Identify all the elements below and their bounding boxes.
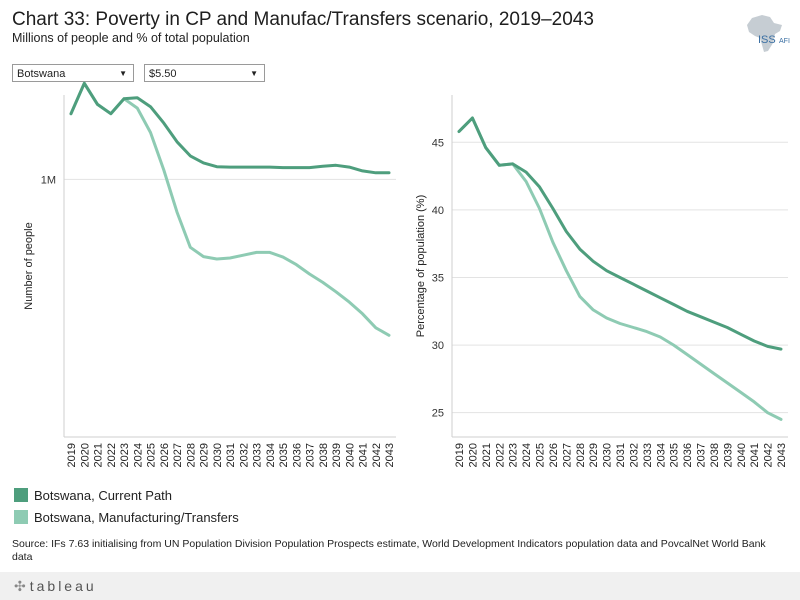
x-tick-label: 2043 (776, 443, 788, 467)
y-tick-label: 40 (432, 205, 444, 217)
logo-text: ISS (758, 34, 776, 46)
x-tick-label: 2038 (709, 443, 721, 467)
country-dropdown[interactable]: Botswana ▼ (12, 64, 134, 82)
x-tick-label: 2026 (548, 443, 560, 467)
x-tick-label: 2035 (669, 443, 681, 467)
x-tick-label: 2032 (238, 443, 250, 467)
africa-map-icon (747, 15, 782, 52)
chevron-down-icon: ▼ (250, 69, 258, 78)
x-tick-label: 2028 (185, 443, 197, 467)
x-tick-label: 2020 (467, 443, 479, 467)
x-tick-label: 2037 (696, 443, 708, 467)
x-tick-label: 2039 (722, 443, 734, 467)
x-tick-label: 2020 (79, 443, 91, 467)
x-tick-label: 2039 (331, 443, 343, 467)
x-tick-label: 2033 (252, 443, 264, 467)
tableau-plus-icon: ✣ (14, 578, 26, 594)
footer-bar: ✣ tableau (0, 572, 800, 600)
y-tick-label: 35 (432, 272, 444, 284)
x-tick-label: 2023 (119, 443, 131, 467)
x-tick-label: 2042 (371, 443, 383, 467)
x-tick-label: 2019 (454, 443, 466, 467)
x-tick-label: 2022 (494, 443, 506, 467)
x-tick-label: 2021 (481, 443, 493, 467)
legend-swatch (14, 488, 28, 502)
x-tick-label: 2026 (159, 443, 171, 467)
x-tick-label: 2023 (508, 443, 520, 467)
x-tick-label: 2021 (93, 443, 105, 467)
x-tick-label: 2029 (588, 443, 600, 467)
y-tick-label: 25 (432, 408, 444, 420)
x-tick-label: 2032 (628, 443, 640, 467)
x-tick-label: 2027 (561, 443, 573, 467)
threshold-dropdown-value: $5.50 (149, 68, 177, 80)
x-tick-label: 2031 (225, 443, 237, 467)
iss-afi-logo: ISS AFI (747, 15, 790, 52)
y-tick-label: 1M (41, 174, 56, 186)
x-tick-label: 2041 (358, 443, 370, 467)
y-axis-label: Number of people (23, 222, 35, 309)
chart-subtitle: Millions of people and % of total popula… (12, 31, 250, 45)
x-tick-label: 2025 (535, 443, 547, 467)
x-tick-label: 2034 (265, 443, 277, 467)
y-axis-label: Percentage of population (%) (415, 195, 427, 337)
x-tick-label: 2030 (212, 443, 224, 467)
x-tick-label: 2027 (172, 443, 184, 467)
series-line-current-path[interactable] (457, 116, 783, 351)
x-tick-label: 2034 (655, 443, 667, 467)
chart-title: Chart 33: Poverty in CP and Manufac/Tran… (12, 9, 594, 30)
x-tick-label: 2040 (344, 443, 356, 467)
x-tick-label: 2037 (305, 443, 317, 467)
tableau-brand: tableau (29, 578, 97, 594)
legend-item-current-path[interactable]: Botswana, Current Path (14, 488, 172, 503)
chevron-down-icon: ▼ (119, 69, 127, 78)
tableau-logo[interactable]: ✣ tableau (14, 578, 97, 595)
x-tick-label: 2042 (763, 443, 775, 467)
x-tick-label: 2024 (132, 443, 144, 467)
x-tick-label: 2038 (318, 443, 330, 467)
x-tick-label: 2028 (575, 443, 587, 467)
x-tick-label: 2033 (642, 443, 654, 467)
y-tick-label: 30 (432, 340, 444, 352)
x-tick-label: 2043 (384, 443, 396, 467)
x-tick-label: 2019 (66, 443, 78, 467)
x-tick-label: 2029 (199, 443, 211, 467)
x-tick-label: 2036 (682, 443, 694, 467)
source-note: Source: IFs 7.63 initialising from UN Po… (12, 538, 766, 560)
x-tick-label: 2024 (521, 443, 533, 467)
x-tick-label: 2022 (106, 443, 118, 467)
country-dropdown-value: Botswana (17, 68, 66, 80)
legend-swatch (14, 510, 28, 524)
legend-label: Botswana, Current Path (34, 488, 173, 503)
x-tick-label: 2031 (615, 443, 627, 467)
series-line-current-path[interactable] (69, 81, 391, 175)
legend-label: Botswana, Manufacturing/Transfers (34, 510, 239, 525)
y-tick-label: 45 (432, 137, 444, 149)
x-tick-label: 2041 (749, 443, 761, 467)
x-tick-label: 2030 (602, 443, 614, 467)
x-tick-label: 2036 (291, 443, 303, 467)
x-tick-label: 2035 (278, 443, 290, 467)
threshold-dropdown[interactable]: $5.50 ▼ (144, 64, 265, 82)
legend-item-manufacturing-transfers[interactable]: Botswana, Manufacturing/Transfers (14, 510, 239, 525)
x-tick-label: 2025 (146, 443, 158, 467)
logo-suffix: AFI (779, 38, 790, 45)
x-tick-label: 2040 (736, 443, 748, 467)
